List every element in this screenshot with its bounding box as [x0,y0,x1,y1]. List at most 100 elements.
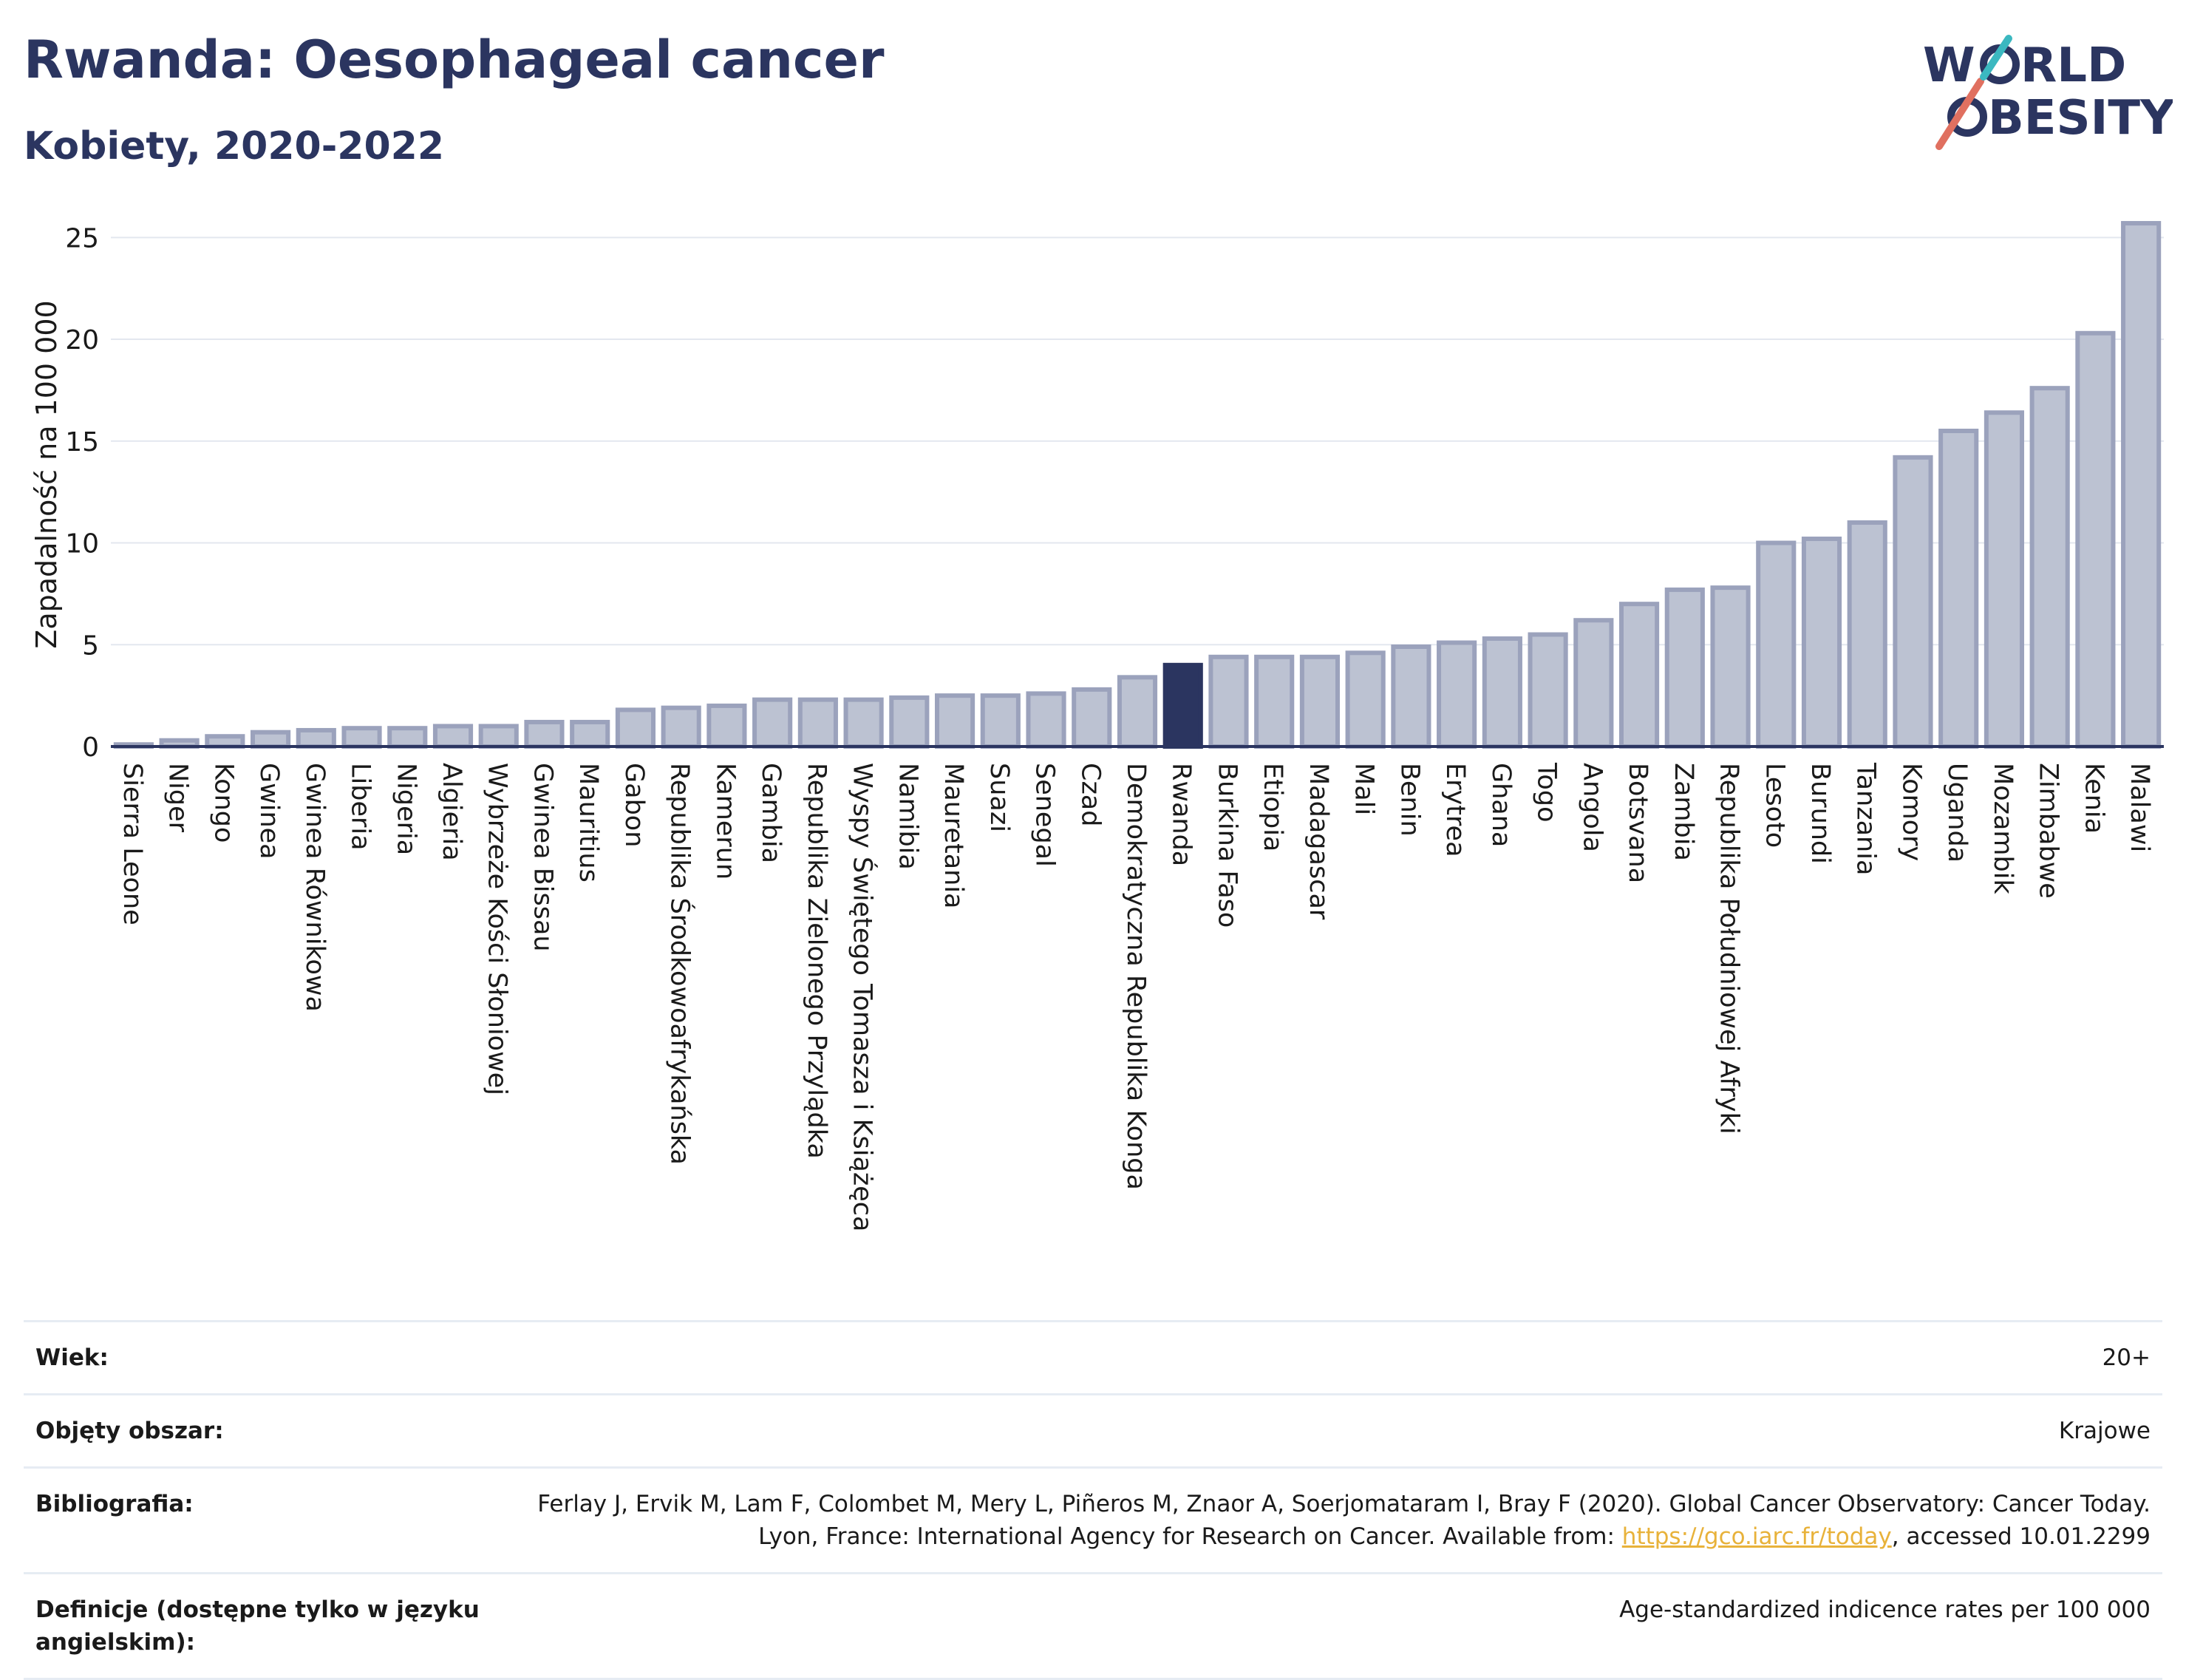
category-label: Republika Zielonego Przylądka [802,763,831,1159]
category-label: Malawi [2125,763,2154,852]
meta-row-area: Objęty obszar: Krajowe [24,1393,2162,1466]
y-tick-label: 10 [65,529,99,560]
category-label: Madagascar [1304,763,1333,920]
category-label: Gwinea [254,763,284,860]
category-label: Kongo [208,763,238,843]
meta-key: Objęty obszar: [35,1418,224,1444]
category-label: Rwanda [1167,763,1196,866]
bar-kongo [205,734,245,749]
bar-kenia [2075,330,2116,749]
category-label: Togo [1532,762,1562,822]
meta-row-definitions: Definicje (dostępne tylko w języku angie… [24,1572,2162,1680]
bar-mauretania [934,693,975,749]
category-label: Erytrea [1440,763,1470,857]
category-label: Ghana [1486,763,1516,847]
bar-czad [1072,687,1112,749]
category-label: Senegal [1030,763,1060,867]
meta-row-bibliography: Bibliografia: Ferlay J, Ervik M, Lam F, … [24,1466,2162,1572]
svg-text:RLD: RLD [2020,38,2126,93]
category-label: Wyspy Świętego Tomasza i Książęca [848,763,879,1231]
bar-malawi [2121,221,2162,749]
bar-togo [1528,632,1568,749]
category-label: Republika Południowej Afryki [1715,763,1744,1135]
bar-burkina-faso [1208,654,1249,749]
category-label: Kenia [2079,763,2108,834]
bar-benin [1391,645,1431,749]
bar-gwinea-równikowa [296,727,336,749]
bar-botsvana [1618,602,1660,749]
category-label: Uganda [1942,763,1972,863]
category-label: Republika Środkowoafrykańska [665,763,696,1165]
category-label: Angola [1577,763,1607,852]
bar-gabon [615,707,656,749]
category-label: Mauritius [573,763,603,882]
category-label: Zambia [1669,763,1698,861]
y-tick-label: 0 [82,732,99,763]
bibliography-link[interactable]: https://gco.iarc.fr/today [1621,1523,1892,1550]
y-tick-label: 15 [65,427,99,458]
bar-suazi [980,693,1021,749]
y-axis-label: Zapadalność na 100 000 [30,300,63,648]
bar-madagascar [1299,654,1341,749]
bar-wybrzeże-kości-słoniowej [478,724,519,749]
bar-mozambik [1984,410,2025,749]
category-label: Suazi [984,763,1014,832]
bar-mali [1345,650,1386,749]
y-tick-label: 20 [65,325,99,356]
svg-text:W: W [1923,38,1975,93]
category-label: Etiopia [1258,763,1287,851]
category-label: Algieria [437,763,466,861]
bar-burundi [1801,537,1842,749]
bar-komory [1893,455,1933,749]
category-label: Niger [163,763,193,833]
bar-nigeria [387,726,428,749]
bar-chart: 0 5 10 15 20 25 Sierra Leone Niger Kongo Gwinea G… [30,221,2164,1231]
bars [113,221,2162,749]
bar-gwinea [250,730,291,749]
bar-senegal [1026,691,1066,749]
bar-namibia [889,695,930,749]
bar-kamerun [706,703,747,749]
bar-gambia [752,697,793,749]
bar-gwinea-bissau [524,719,565,749]
category-label: Gwinea Równikowa [300,763,330,1012]
category-label: Namibia [893,763,922,870]
bar-etiopia [1254,654,1295,749]
bar-lesoto [1756,540,1797,749]
bar-republika-południowej-afryki [1710,585,1751,749]
bar-republika-zielonego-przylądka [797,697,838,749]
svg-text:BESITY: BESITY [1988,91,2173,146]
category-label: Lesoto [1760,763,1789,848]
bar-tanzania [1847,520,1887,749]
y-tick-labels: 0 5 10 15 20 25 [65,223,99,763]
bar-erytrea [1437,640,1477,749]
category-label: Mauretania [939,763,968,909]
category-label: Burkina Faso [1212,763,1242,928]
category-label: Benin [1395,763,1424,837]
bar-liberia [341,726,382,749]
bar-wyspy-świętego-tomasza-i-książęca [843,697,884,749]
category-label: Tanzania [1851,762,1881,875]
meta-key: Definicje (dostępne tylko w języku angie… [35,1596,480,1656]
world-obesity-logo: W RLD BESITY [1923,35,2173,150]
meta-value: Age-standardized indicence rates per 100… [1619,1596,2151,1623]
category-label: Gabon [619,763,649,847]
bar-zimbabwe [2029,386,2070,749]
bibliography-accessed: , accessed 10.01.2299 [1891,1523,2151,1550]
category-label: Czad [1075,763,1105,826]
meta-value: Krajowe [2058,1418,2151,1444]
category-label: Gambia [756,763,786,863]
bar-rwanda [1162,662,1203,749]
category-label: Mali [1349,763,1379,815]
y-tick-label: 25 [65,223,99,254]
category-label: Sierra Leone [118,763,147,925]
bar-ghana [1482,636,1522,749]
page-title: Rwanda: Oesophageal cancer [24,30,885,90]
category-label: Nigeria [391,763,420,855]
meta-key: Wiek: [35,1344,109,1371]
category-label: Mozambik [1988,763,2018,894]
category-label: Liberia [346,763,375,851]
category-label: Zimbabwe [2034,763,2063,899]
category-labels: Sierra Leone Niger Kongo Gwinea Gwinea Równi… [118,762,2154,1231]
metadata-table: Wiek: 20+ Objęty obszar: Krajowe Bibliog… [24,1320,2162,1680]
